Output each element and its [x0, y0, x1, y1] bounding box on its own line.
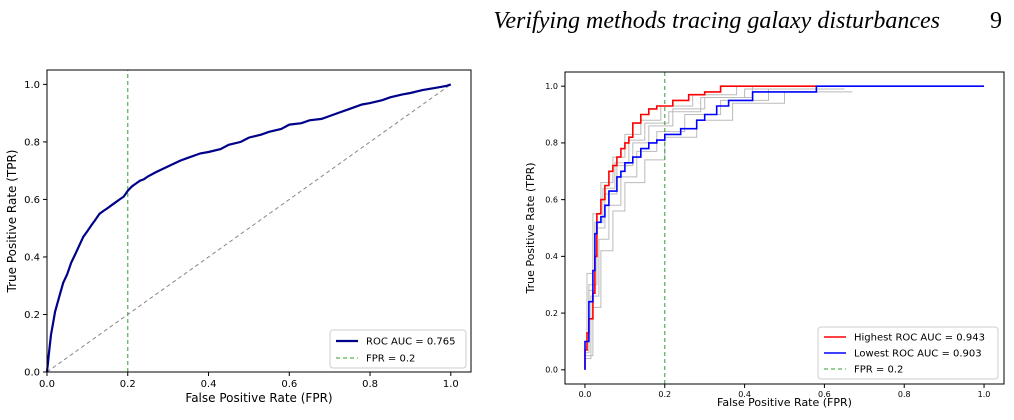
right-legend-box: [817, 326, 999, 380]
right-y-axis-label: True Positive Rate (TPR): [524, 162, 537, 294]
left-legend-label-roc: ROC AUC = 0.765: [366, 337, 456, 348]
left-legend-box: [329, 329, 467, 369]
left-y-tick-label: 0.4: [24, 252, 40, 263]
left-y-tick-label: 0.8: [24, 137, 40, 148]
right-y-tick-label: 0.6: [545, 195, 558, 204]
left-x-tick-label: 0.6: [281, 379, 297, 390]
left-series-roc-0: [45, 83, 452, 373]
right-y-tick-label: 0.8: [545, 139, 558, 148]
left-legend: ROC AUC = 0.765 FPR = 0.2: [329, 329, 467, 369]
right-series-highest-0: [584, 85, 817, 370]
right-legend-label-fpr: FPR = 0.2: [854, 365, 903, 376]
left-x-tick-label: 0.0: [39, 379, 55, 390]
left-x-tick-label: 0.2: [120, 379, 136, 390]
right-x-axis-label: False Positive Rate (FPR): [717, 396, 852, 409]
right-y-tick-label: 0.0: [545, 366, 558, 375]
right-series-lowest-1: [584, 85, 984, 370]
left-y-tick-label: 0.6: [24, 195, 40, 206]
right-y-tick-label: 1.0: [545, 82, 558, 91]
roc-chart-left: 0.0 0.2 0.4 0.6 0.8 1.0 0.0 0.2 0.4 0.6 0.8 1.0 Fal…: [0, 52, 480, 416]
left-y-tick-label: 0.0: [24, 368, 40, 379]
left-plot-area: 0.0 0.2 0.4 0.6 0.8 1.0 0.0 0.2 0.4 0.6 0.8 1.0: [24, 69, 472, 390]
right-x-tick-label: 0.6: [818, 390, 831, 399]
roc-chart-right: 0.0 0.2 0.4 0.6 0.8 1.0 0.0 0.2 0.4 0.6 0.8 1.0 Fal…: [518, 52, 1014, 416]
page-number: 9: [990, 8, 1002, 34]
left-x-tick-label: 1.0: [443, 379, 459, 390]
left-x-axis-label: False Positive Rate (FPR): [185, 391, 332, 405]
roc-chart-right-svg: 0.0 0.2 0.4 0.6 0.8 1.0 0.0 0.2 0.4 0.6 0.8 1.0 Fal…: [524, 71, 1005, 409]
left-y-axis-label: True Positive Rate (TPR): [5, 150, 19, 294]
right-x-tick-label: 1.0: [978, 390, 991, 399]
right-axes-frame: [564, 71, 1005, 385]
right-y-tick-label: 0.2: [545, 309, 558, 318]
left-axes-frame: [46, 69, 472, 373]
left-y-tick-label: 1.0: [24, 80, 40, 91]
roc-chart-left-svg: 0.0 0.2 0.4 0.6 0.8 1.0 0.0 0.2 0.4 0.6 0.8 1.0 Fal…: [5, 69, 472, 405]
right-legend-label-highest: Highest ROC AUC = 0.943: [854, 333, 985, 344]
left-x-tick-label: 0.8: [362, 379, 378, 390]
right-legend: Highest ROC AUC = 0.943 Lowest ROC AUC =…: [817, 326, 999, 380]
right-x-tick-label: 0.0: [579, 390, 592, 399]
right-y-tick-label: 0.4: [545, 252, 558, 261]
running-head: Verifying methods tracing galaxy disturb…: [0, 6, 1006, 40]
right-fold-curve-3: [585, 91, 853, 357]
right-legend-label-lowest: Lowest ROC AUC = 0.903: [854, 349, 982, 360]
right-fold-curve-4: [585, 88, 833, 351]
right-fold-curve-1: [585, 88, 845, 359]
right-plot-area: 0.0 0.2 0.4 0.6 0.8 1.0 0.0 0.2 0.4 0.6 0.8 1.0: [545, 71, 1005, 399]
right-fold-curve-0: [585, 85, 825, 354]
right-x-tick-label: 0.2: [658, 390, 671, 399]
right-fold-curve-2: [585, 85, 805, 348]
left-x-tick-label: 0.4: [201, 379, 217, 390]
right-x-tick-label: 0.4: [738, 390, 751, 399]
left-chance-line: [46, 83, 452, 373]
right-x-tick-label: 0.8: [898, 390, 911, 399]
left-y-tick-label: 0.2: [24, 310, 40, 321]
running-title: Verifying methods tracing galaxy disturb…: [493, 8, 940, 34]
left-legend-label-fpr: FPR = 0.2: [366, 354, 415, 365]
